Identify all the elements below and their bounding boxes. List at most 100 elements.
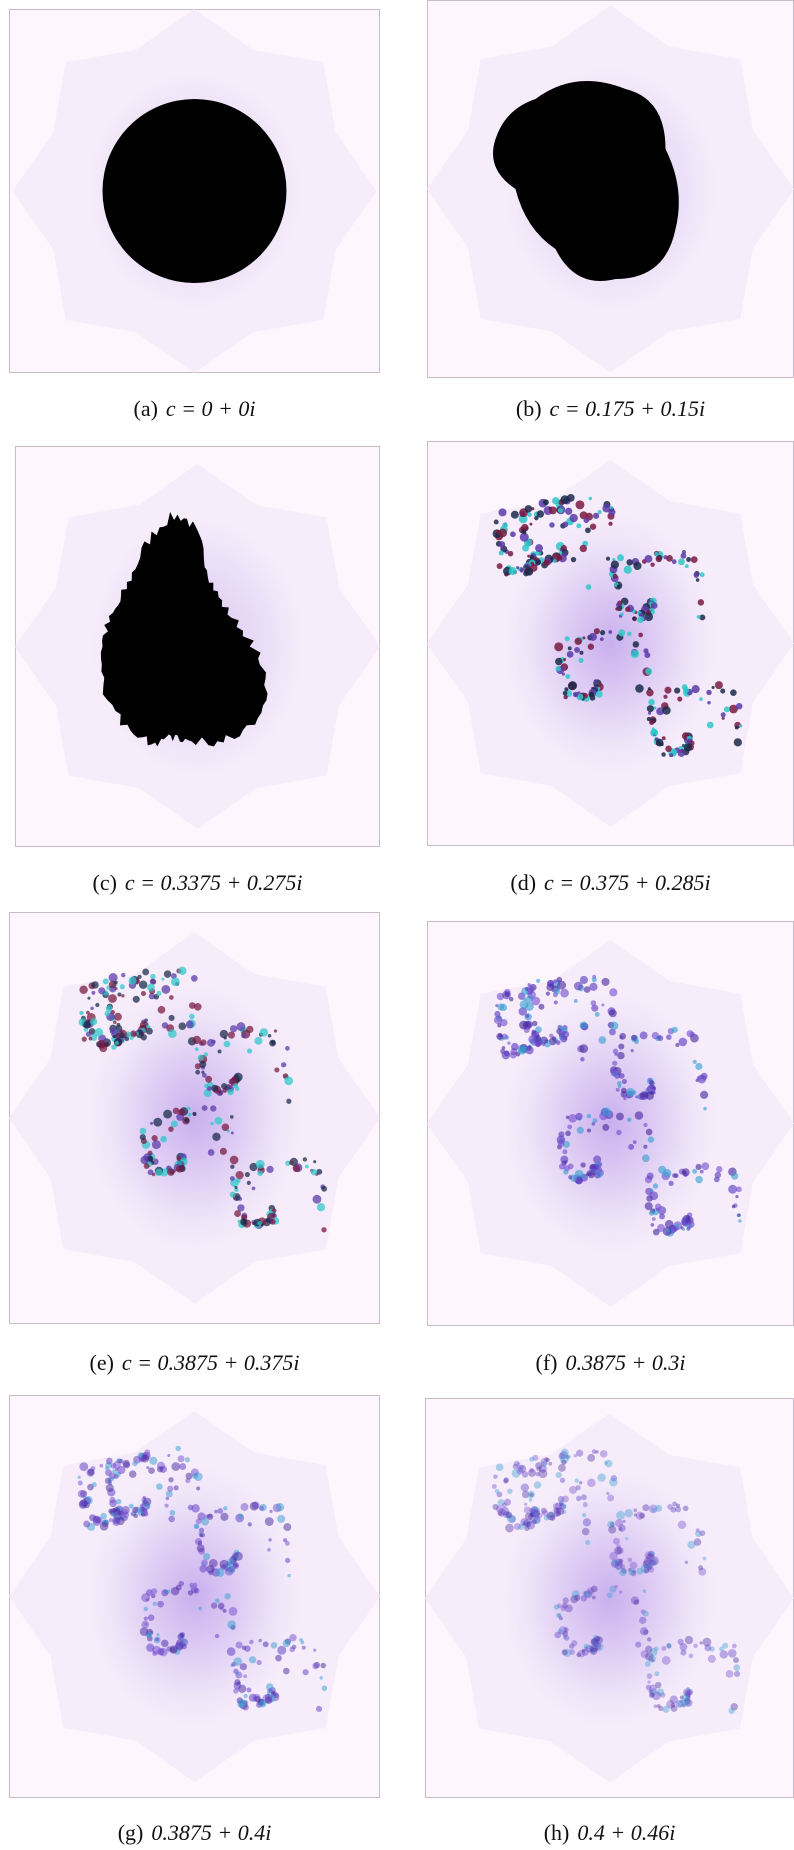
fractal-dot	[587, 1170, 593, 1176]
fractal-image	[427, 921, 794, 1326]
fractal-dot	[593, 513, 599, 519]
fractal-dot	[286, 1099, 291, 1104]
page: {"figure": {"panels": [ {"label": "(a)",…	[0, 0, 794, 1850]
caption: (g)0.3875 + 0.4i	[9, 1820, 380, 1846]
fractal-dot	[257, 1660, 262, 1665]
fractal-dot	[642, 1610, 648, 1616]
fractal-dot	[238, 1514, 243, 1519]
fractal-dot	[176, 1166, 183, 1173]
fractal-dot	[591, 1586, 598, 1593]
fractal-dot	[179, 1463, 186, 1470]
fractal-dot	[589, 497, 592, 500]
fractal-dot	[649, 1210, 654, 1215]
fractal-dot	[230, 1176, 235, 1181]
fractal-dot	[171, 1121, 178, 1128]
fractal-dot	[569, 1643, 574, 1648]
fractal-dot	[88, 1469, 95, 1476]
fractal-dot	[631, 650, 639, 658]
fractal-dot	[691, 556, 698, 563]
fractal-dot	[685, 1636, 693, 1644]
fractal-dot	[663, 1706, 670, 1713]
fractal-dot	[556, 1472, 562, 1478]
fractal-dot	[268, 1538, 271, 1541]
fractal-dot	[269, 1510, 272, 1513]
fractal-dot	[196, 1486, 200, 1490]
fractal-dot	[568, 1175, 572, 1179]
fractal-dot	[675, 1043, 679, 1047]
fractal-dot	[235, 1086, 239, 1090]
fractal-dot	[170, 1645, 178, 1653]
fractal-dot	[567, 1125, 572, 1130]
caption-label: (f)	[536, 1350, 558, 1375]
fractal-dot	[693, 1643, 698, 1648]
fractal-dot	[694, 572, 700, 578]
caption: (a)c = 0 + 0i	[9, 396, 380, 422]
fractal-dot	[148, 1169, 154, 1175]
fractal-dot	[565, 1131, 571, 1137]
fractal-image	[9, 912, 380, 1324]
fractal-dot	[113, 1035, 116, 1038]
fractal-dot	[608, 509, 615, 516]
fractal-dot	[635, 684, 644, 693]
fractal-dot	[132, 1461, 137, 1466]
fractal-dot	[692, 685, 700, 693]
fractal-dot	[532, 1455, 538, 1461]
fractal-dot	[693, 1060, 697, 1064]
fractal-dot	[195, 1070, 200, 1075]
fractal-dot	[667, 1504, 673, 1510]
fractal-dot	[596, 691, 603, 698]
fractal-dot	[731, 1172, 738, 1179]
fractal-dot	[561, 1459, 566, 1464]
fractal-dot	[111, 1044, 116, 1049]
fractal-dot	[156, 991, 161, 996]
fractal-dot	[588, 644, 594, 650]
fractal-dot	[628, 1144, 634, 1150]
fractal-dot	[720, 689, 725, 694]
fractal-dot	[575, 1113, 582, 1120]
fractal-dot	[113, 1020, 117, 1024]
fractal-dot	[612, 1061, 617, 1066]
fractal-dot	[108, 1509, 113, 1514]
fractal-dot	[121, 973, 125, 977]
fractal-dot	[530, 555, 534, 559]
fractal-dot	[536, 1466, 541, 1471]
fractal-dot	[497, 1003, 504, 1010]
fractal-dot	[549, 1515, 555, 1521]
fractal-dot	[130, 1036, 134, 1040]
fractal-dot	[215, 1598, 220, 1603]
fractal-dot	[549, 522, 554, 527]
fractal-dot	[605, 1460, 613, 1468]
fractal-dot	[562, 1149, 567, 1154]
fractal-dot	[648, 1136, 654, 1142]
fractal-dot	[606, 557, 610, 561]
fractal-dot	[661, 1646, 666, 1651]
fractal-dot	[167, 1168, 175, 1176]
fractal-dot	[616, 1113, 624, 1121]
fractal-dot	[581, 1494, 587, 1500]
fractal-dot	[582, 1528, 590, 1536]
fractal-dot	[712, 686, 715, 689]
fractal-dot	[678, 1521, 687, 1530]
fractal-dot	[689, 1654, 694, 1659]
fractal-dot	[148, 1614, 155, 1621]
fractal-dot	[227, 1130, 230, 1133]
fractal-dot	[699, 697, 703, 701]
fractal-dot	[568, 681, 577, 690]
fractal-dot	[197, 1544, 205, 1552]
fractal-dot	[502, 522, 507, 527]
fractal-dot	[546, 983, 554, 991]
fractal-dot	[555, 658, 562, 665]
fractal-dot	[647, 1681, 650, 1684]
fractal-dot	[602, 1107, 611, 1116]
fractal-dot	[118, 1511, 122, 1515]
fractal-dot	[191, 975, 198, 982]
fractal-dot	[178, 1455, 185, 1462]
fractal-dot	[677, 696, 682, 701]
fractal-dot	[591, 1651, 594, 1654]
fractal-dot	[283, 1523, 291, 1531]
fractal-dot	[563, 658, 566, 661]
fractal-dot	[690, 1032, 695, 1037]
fractal-dot	[302, 1646, 306, 1650]
fractal-dot	[79, 1011, 83, 1015]
fractal-dot	[559, 1163, 565, 1169]
